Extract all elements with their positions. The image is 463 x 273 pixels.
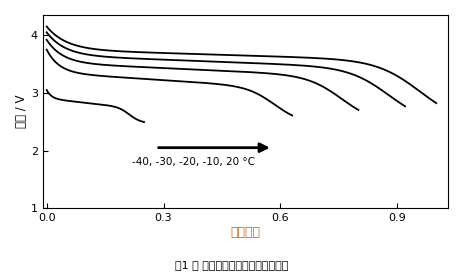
Text: -40, -30, -20, -10, 20 °C: -40, -30, -20, -10, 20 °C: [132, 158, 256, 168]
Text: 图1 锂 动力电池在低温下的容量衰减: 图1 锂 动力电池在低温下的容量衰减: [175, 260, 288, 270]
Y-axis label: 电压 / V: 电压 / V: [15, 95, 28, 128]
X-axis label: 相对容量: 相对容量: [231, 226, 260, 239]
